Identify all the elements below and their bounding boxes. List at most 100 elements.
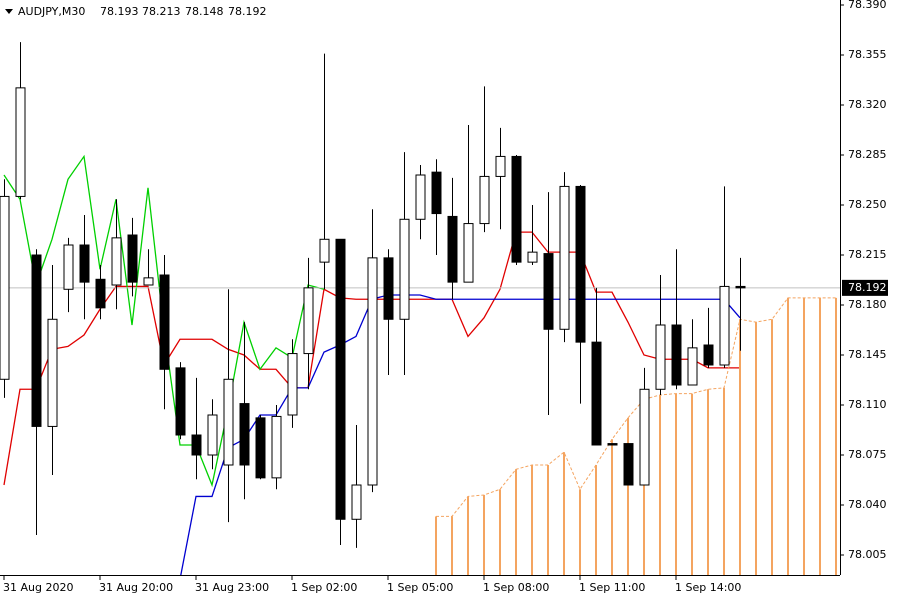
candle-body	[447, 215, 458, 283]
candle	[447, 177, 458, 300]
candle	[415, 165, 426, 240]
candle	[79, 215, 90, 320]
candle	[191, 377, 202, 480]
y-tick-label: 78.005	[848, 548, 887, 561]
symbol: AUDJPY,M30	[18, 5, 85, 18]
candle	[111, 199, 122, 310]
candle	[703, 307, 714, 368]
candle	[495, 127, 506, 230]
candle	[223, 289, 234, 523]
price-label: 78.192	[848, 281, 887, 294]
candle	[735, 257, 746, 351]
candle	[95, 265, 106, 320]
candle-body	[415, 174, 426, 220]
candle-body	[319, 238, 330, 263]
high-value: 78.213	[142, 5, 181, 18]
axes: 78.390 78.355 78.320 78.285 78.250 78.215 78.1…	[3, 0, 888, 594]
candle-body	[383, 257, 394, 320]
candle-body	[559, 185, 570, 330]
x-tick-label: 1 Sep 05:00	[387, 581, 453, 594]
menu-arrow[interactable]	[5, 9, 13, 14]
candle-body	[623, 443, 634, 486]
candle	[655, 275, 666, 395]
candle	[671, 249, 682, 390]
indicator-line	[180, 294, 741, 575]
y-tick-label: 78.180	[848, 298, 887, 311]
candle-body	[223, 378, 234, 466]
candle-body	[79, 244, 90, 283]
open-value: 78.193	[100, 5, 139, 18]
candle-body	[655, 324, 666, 390]
x-tick-label: 31 Aug 23:00	[195, 581, 269, 594]
y-tick-label: 78.040	[848, 498, 887, 511]
candle-body	[255, 417, 266, 479]
candle	[399, 152, 410, 375]
candle	[287, 339, 298, 428]
candle-body	[687, 347, 698, 386]
candle	[303, 257, 314, 390]
candle-body	[287, 353, 298, 416]
candle-body	[367, 257, 378, 486]
candle	[575, 185, 586, 404]
candle	[543, 192, 554, 415]
candle-body	[479, 175, 490, 225]
candle	[607, 443, 618, 446]
candle	[31, 249, 42, 535]
price-label-box	[842, 279, 888, 296]
candle	[175, 362, 186, 440]
candle	[431, 159, 442, 255]
candle-body	[143, 277, 154, 286]
candle-body	[575, 185, 586, 343]
candle	[127, 217, 138, 297]
candle	[511, 155, 522, 265]
candle-body	[239, 403, 250, 466]
candle	[63, 237, 74, 313]
candle-body	[271, 415, 282, 479]
candle	[15, 42, 26, 200]
candle	[367, 209, 378, 493]
y-tick-label: 78.285	[848, 148, 887, 161]
candle	[207, 399, 218, 470]
candle	[719, 186, 730, 368]
y-tick-label: 78.390	[848, 0, 887, 11]
y-tick-label: 78.110	[848, 398, 887, 411]
candle-body	[191, 434, 202, 456]
plot-area	[0, 42, 840, 575]
candle-body	[47, 318, 58, 427]
candle	[639, 367, 650, 486]
candle	[0, 179, 10, 398]
y-tick-label: 78.145	[848, 348, 887, 361]
candle-body	[671, 324, 682, 386]
x-tick-label: 1 Sep 02:00	[291, 581, 357, 594]
candle-body	[15, 87, 26, 197]
candle-body	[639, 388, 650, 486]
candle	[335, 238, 346, 545]
candle-body	[607, 443, 618, 446]
y-tick-label: 78.075	[848, 448, 887, 461]
candle	[383, 249, 394, 375]
candle-body	[463, 223, 474, 283]
candle-body	[207, 414, 218, 456]
candle-body	[591, 341, 602, 446]
candle	[591, 287, 602, 446]
candle-body	[303, 287, 314, 355]
candle	[559, 172, 570, 343]
candle	[623, 443, 634, 486]
candle-body	[543, 253, 554, 330]
x-tick-label: 31 Aug 20:00	[99, 581, 173, 594]
candle	[143, 249, 154, 286]
candle	[527, 205, 538, 265]
candle	[255, 415, 266, 480]
candle-body	[159, 274, 170, 370]
x-tick-label: 1 Sep 11:00	[579, 581, 645, 594]
y-tick-label: 78.215	[848, 248, 887, 261]
candle	[159, 255, 170, 410]
candle-body	[351, 484, 362, 520]
candle-body	[431, 171, 442, 215]
candle-body	[703, 344, 714, 366]
x-tick-label: 1 Sep 14:00	[675, 581, 741, 594]
candle-body	[735, 285, 746, 289]
